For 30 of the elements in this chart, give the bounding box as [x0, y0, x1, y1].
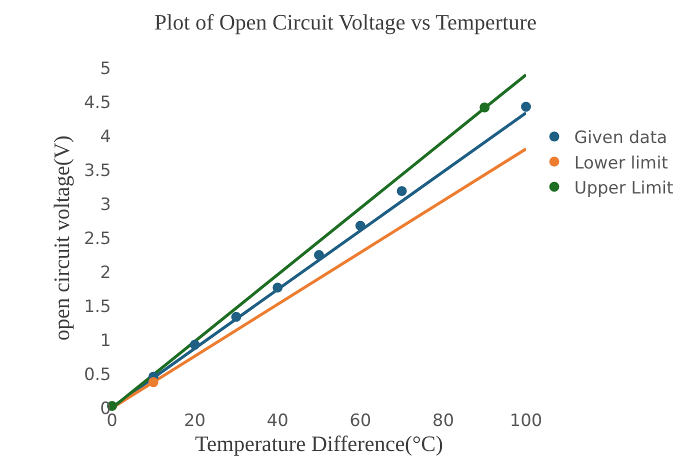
point	[231, 312, 242, 322]
point	[314, 250, 324, 260]
point	[190, 340, 200, 350]
x-tick-label: 40	[266, 411, 288, 431]
y-tick-label: 4.5	[84, 92, 111, 113]
point	[272, 282, 283, 293]
y-axis-title: open circuit voltage(V)	[48, 135, 74, 341]
point	[148, 377, 158, 388]
y-tick-label: 1.5	[84, 296, 111, 317]
x-tick-label: 80	[432, 411, 454, 431]
x-tick-label: 20	[184, 411, 206, 431]
x-axis-title: Temperature Difference(°C)	[194, 431, 444, 456]
y-tick-label: 0.5	[84, 364, 111, 385]
legend-label: Lower limit	[574, 153, 668, 174]
y-tick-label: 5	[100, 58, 111, 79]
point	[521, 102, 531, 112]
y-tick-label: 3	[100, 194, 111, 215]
y-tick-label: 2.5	[84, 228, 111, 249]
chart-title: Plot of Open Circuit Voltage vs Temperture	[154, 10, 537, 35]
y-tick-label: 3.5	[84, 160, 111, 181]
point	[480, 102, 490, 112]
y-tick-label: 2	[100, 262, 111, 283]
point	[396, 186, 407, 196]
x-tick-label: 60	[350, 411, 372, 431]
y-tick-label: 1	[100, 330, 111, 351]
x-tick-label: 100	[510, 411, 542, 431]
legend-label: Given data	[574, 128, 668, 148]
point	[355, 220, 366, 231]
legend-label: Upper Limit	[574, 178, 674, 198]
y-tick-label: 4	[100, 126, 111, 147]
